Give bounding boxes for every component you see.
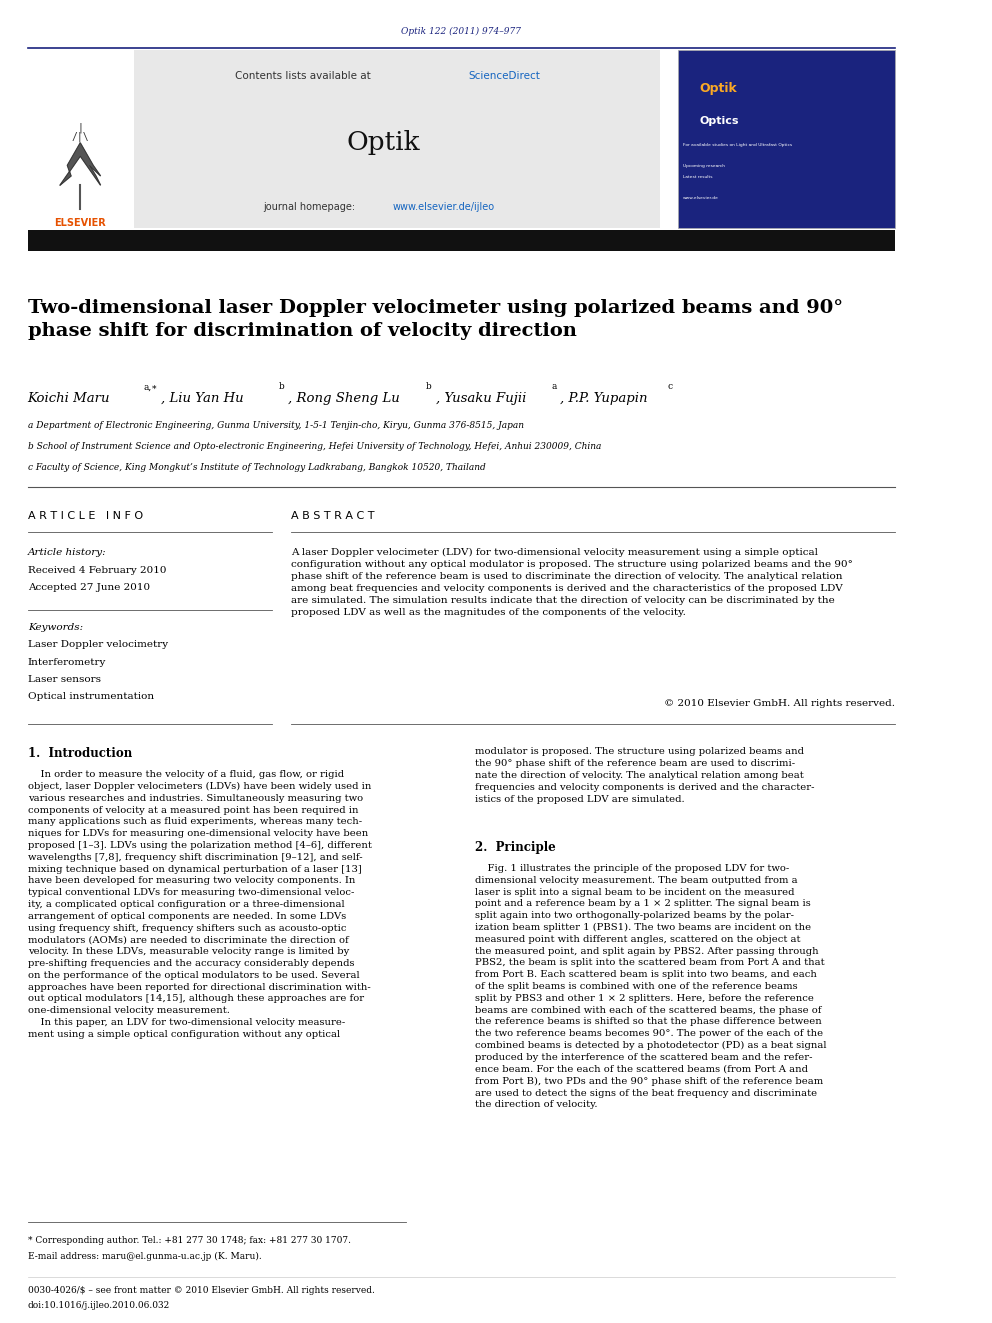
Text: Upcoming research: Upcoming research: [682, 164, 725, 168]
Text: Latest results: Latest results: [682, 175, 712, 179]
Text: © 2010 Elsevier GmbH. All rights reserved.: © 2010 Elsevier GmbH. All rights reserve…: [664, 699, 895, 708]
Text: a: a: [552, 382, 558, 392]
Text: b: b: [427, 382, 432, 392]
Text: Optics: Optics: [699, 116, 739, 127]
Text: , Liu Yan Hu: , Liu Yan Hu: [162, 392, 244, 405]
Text: Keywords:: Keywords:: [28, 623, 82, 632]
Text: b School of Instrument Science and Opto-electronic Engineering, Hefei University: b School of Instrument Science and Opto-…: [28, 442, 601, 451]
Text: www.elsevier.de/ijleo: www.elsevier.de/ijleo: [392, 202, 494, 213]
Text: c Faculty of Science, King Mongkut’s Institute of Technology Ladkrabang, Bangkok: c Faculty of Science, King Mongkut’s Ins…: [28, 463, 485, 472]
Text: Optik 122 (2011) 974–977: Optik 122 (2011) 974–977: [402, 26, 522, 36]
Text: , Rong Sheng Lu: , Rong Sheng Lu: [288, 392, 400, 405]
Text: 1.  Introduction: 1. Introduction: [28, 747, 132, 761]
Text: c: c: [667, 382, 673, 392]
Text: ScienceDirect: ScienceDirect: [468, 71, 541, 82]
Text: b: b: [279, 382, 285, 392]
Text: a Department of Electronic Engineering, Gunma University, 1-5-1 Tenjin-cho, Kiry: a Department of Electronic Engineering, …: [28, 421, 524, 430]
Text: journal homepage:: journal homepage:: [263, 202, 358, 213]
Text: A R T I C L E   I N F O: A R T I C L E I N F O: [28, 511, 143, 521]
Text: |
/|\: | /|\: [71, 123, 89, 142]
Text: modulator is proposed. The structure using polarized beams and
the 90° phase shi: modulator is proposed. The structure usi…: [475, 747, 814, 803]
Text: Optical instrumentation: Optical instrumentation: [28, 692, 154, 701]
Text: ELSEVIER: ELSEVIER: [55, 218, 106, 229]
Text: A laser Doppler velocimeter (LDV) for two-dimensional velocity measurement using: A laser Doppler velocimeter (LDV) for tw…: [291, 548, 852, 617]
Text: 2.  Principle: 2. Principle: [475, 841, 556, 855]
Text: doi:10.1016/j.ijleo.2010.06.032: doi:10.1016/j.ijleo.2010.06.032: [28, 1301, 170, 1310]
Text: , Yusaku Fujii: , Yusaku Fujii: [436, 392, 527, 405]
Text: Accepted 27 June 2010: Accepted 27 June 2010: [28, 583, 150, 593]
Text: A B S T R A C T: A B S T R A C T: [291, 511, 374, 521]
Text: , P.P. Yupapin: , P.P. Yupapin: [560, 392, 648, 405]
Text: Article history:: Article history:: [28, 548, 106, 557]
Text: Laser sensors: Laser sensors: [28, 675, 100, 684]
Text: * Corresponding author. Tel.: +81 277 30 1748; fax: +81 277 30 1707.: * Corresponding author. Tel.: +81 277 30…: [28, 1236, 351, 1245]
Text: E-mail address: maru@el.gunma-u.ac.jp (K. Maru).: E-mail address: maru@el.gunma-u.ac.jp (K…: [28, 1252, 262, 1261]
Text: Received 4 February 2010: Received 4 February 2010: [28, 566, 167, 576]
FancyBboxPatch shape: [28, 230, 895, 251]
Text: 0030-4026/$ – see front matter © 2010 Elsevier GmbH. All rights reserved.: 0030-4026/$ – see front matter © 2010 El…: [28, 1286, 375, 1295]
Text: For available studies on Light and Ultrafast Optics: For available studies on Light and Ultra…: [682, 143, 792, 147]
Text: a,∗: a,∗: [143, 382, 158, 392]
Text: Optik: Optik: [346, 130, 420, 155]
FancyBboxPatch shape: [679, 50, 895, 228]
Text: In order to measure the velocity of a fluid, gas flow, or rigid
object, laser Do: In order to measure the velocity of a fl…: [28, 770, 372, 1039]
FancyBboxPatch shape: [28, 50, 660, 228]
Text: Optik: Optik: [699, 82, 737, 95]
Text: Two-dimensional laser Doppler velocimeter using polarized beams and 90°
phase sh: Two-dimensional laser Doppler velocimete…: [28, 299, 843, 340]
FancyBboxPatch shape: [28, 50, 134, 228]
Text: Koichi Maru: Koichi Maru: [28, 392, 110, 405]
Text: www.elsevier.de: www.elsevier.de: [682, 196, 718, 200]
Text: Contents lists available at: Contents lists available at: [235, 71, 374, 82]
Text: Fig. 1 illustrates the principle of the proposed LDV for two-
dimensional veloci: Fig. 1 illustrates the principle of the …: [475, 864, 826, 1110]
Polygon shape: [60, 143, 100, 185]
Text: Laser Doppler velocimetry: Laser Doppler velocimetry: [28, 640, 168, 650]
Text: Interferometry: Interferometry: [28, 658, 106, 667]
